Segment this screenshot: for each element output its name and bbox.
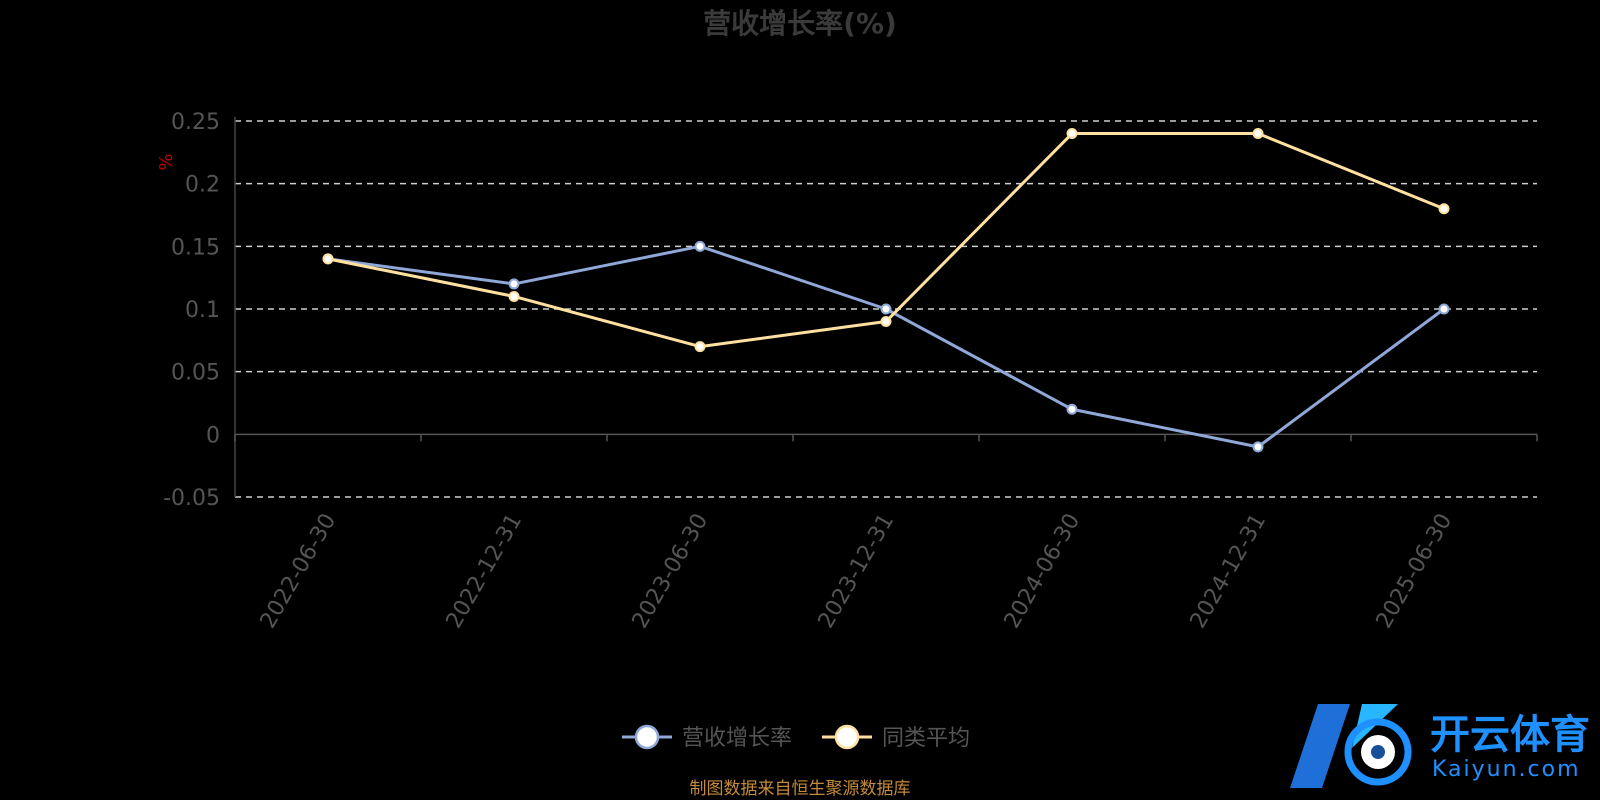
legend-item-1[interactable]: 同类平均 (822, 724, 970, 751)
series-0-point[interactable] (880, 303, 892, 315)
y-axis-unit: % (156, 153, 177, 170)
x-tick-label: 2024-12-31 (1186, 510, 1272, 633)
legend-item-0[interactable]: 营收增长率 (622, 724, 792, 751)
chart-title: 营收增长率(%) (703, 7, 897, 40)
soccer-ball-icon (1290, 704, 1412, 788)
series-0-point[interactable] (508, 278, 520, 290)
series-1-point[interactable] (1252, 128, 1264, 140)
series-line-0 (327, 244, 1445, 449)
legend-label-0: 营收增长率 (682, 726, 792, 751)
series-1-point[interactable] (1066, 128, 1078, 140)
series-0-point[interactable] (694, 240, 706, 252)
series-1-point[interactable] (694, 341, 706, 353)
series-0-point[interactable] (1252, 441, 1264, 453)
x-tick-label: 2025-06-30 (1372, 510, 1458, 633)
y-tick-label: 0 (206, 423, 220, 448)
series-1-point[interactable] (508, 290, 520, 302)
axes (234, 117, 1538, 497)
series-group (322, 128, 1450, 453)
series-0-point[interactable] (1438, 303, 1450, 315)
legend-marker-1 (834, 724, 860, 750)
legend-label-1: 同类平均 (882, 726, 970, 751)
series-1-point[interactable] (880, 316, 892, 328)
x-tick-label: 2022-06-30 (256, 510, 342, 633)
y-tick-label: 0.05 (171, 361, 220, 386)
legend-marker-0 (634, 724, 660, 750)
series-0-point[interactable] (1066, 403, 1078, 415)
series-line-1 (327, 132, 1445, 349)
data-source-note: 制图数据来自恒生聚源数据库 (690, 779, 911, 799)
x-tick-label: 2023-06-30 (628, 510, 714, 633)
x-tick-label: 2023-12-31 (814, 510, 900, 633)
series-1-point[interactable] (322, 253, 334, 265)
y-axis-ticks: 0.25 0.2 0.15 0.1 0.05 0 -0.05 (163, 110, 220, 511)
y-tick-label: -0.05 (163, 486, 220, 511)
y-tick-label: 0.2 (185, 173, 220, 198)
x-tick-label: 2022-12-31 (442, 510, 528, 633)
series-1-point[interactable] (1438, 203, 1450, 215)
x-axis-ticks: 2022-06-30 2022-12-31 2023-06-30 2023-12-31… (256, 510, 1458, 633)
watermark-text-cn: 开云体育 (1430, 712, 1590, 758)
watermark-logo: 开云体育 Kaiyun.com (1290, 704, 1590, 788)
legend: 营收增长率 同类平均 (622, 724, 970, 751)
y-tick-label: 0.25 (171, 110, 220, 135)
watermark-text-en: Kaiyun.com (1432, 757, 1581, 782)
y-tick-label: 0.15 (171, 235, 220, 260)
x-tick-label: 2024-06-30 (1000, 510, 1086, 633)
y-tick-label: 0.1 (185, 298, 220, 323)
